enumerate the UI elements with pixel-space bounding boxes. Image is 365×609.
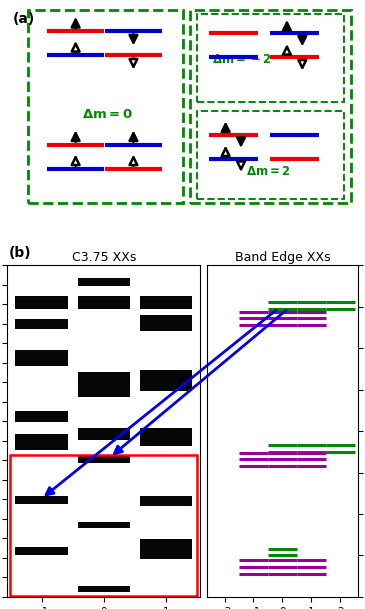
- Bar: [11, 456, 197, 596]
- Text: (b): (b): [9, 245, 32, 259]
- Text: $\bf{\Delta m=0}$: $\bf{\Delta m=0}$: [82, 108, 132, 121]
- Text: $\bf{\Delta m=2}$: $\bf{\Delta m=2}$: [246, 165, 291, 178]
- FancyBboxPatch shape: [196, 110, 344, 199]
- FancyBboxPatch shape: [28, 10, 182, 203]
- Text: $\bf{\Delta m=-2}$: $\bf{\Delta m=-2}$: [212, 53, 272, 66]
- Text: (a): (a): [12, 12, 35, 26]
- Title: Band Edge XXs: Band Edge XXs: [235, 252, 330, 264]
- FancyBboxPatch shape: [189, 10, 351, 203]
- FancyBboxPatch shape: [196, 14, 344, 102]
- Title: C3.75 XXs: C3.75 XXs: [72, 252, 136, 264]
